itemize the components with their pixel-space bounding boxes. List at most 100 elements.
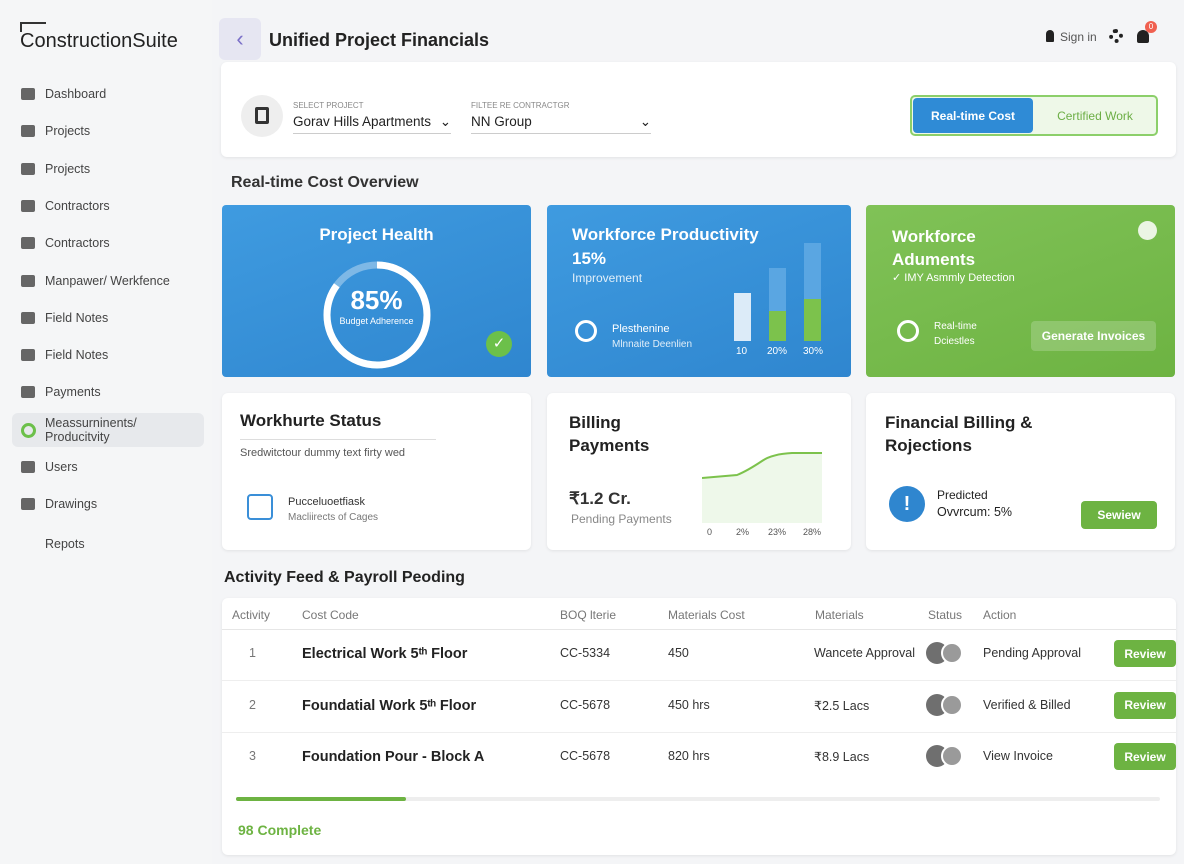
avatar [941, 693, 963, 716]
toggle-certified[interactable]: Certified Work [1057, 108, 1133, 123]
axis-label: 2% [736, 527, 750, 537]
nav-label: Projects [45, 161, 91, 176]
cell: View Invoice [983, 749, 1053, 763]
nav-item[interactable]: Field Notes [12, 338, 204, 372]
cell: Wancete Approval [814, 646, 915, 660]
bar-decor [734, 293, 751, 341]
billing-title: Billing Payments [569, 413, 650, 455]
info-icon[interactable] [1138, 221, 1157, 240]
project-select[interactable]: Gorav Hills Apartments ⌄ [293, 114, 451, 134]
nav-item[interactable]: Field Notes [12, 301, 204, 335]
review-button[interactable]: Review [1114, 743, 1176, 770]
nav-icon [21, 162, 35, 175]
nav-label: Repots [45, 536, 85, 551]
predicted-value: Ovvrcum: 5% [937, 505, 1013, 519]
billing-sparkline [702, 452, 822, 523]
back-button[interactable]: ‹ [219, 18, 261, 60]
contractor-label: FILTEE RE CONTRACTGR [471, 101, 570, 110]
nav-item[interactable]: Users [12, 450, 204, 484]
row-divider [222, 680, 1176, 681]
health-title: Project Health [319, 225, 434, 244]
sidebar: ConstructionSuite Dashboard Projects Proje… [0, 0, 212, 864]
review-button[interactable]: Review [1114, 691, 1176, 719]
cell: Electrical Work 5ᵗʰ Floor [302, 646, 468, 662]
nav-label: Contractors [45, 236, 110, 251]
settings-icon[interactable] [1109, 29, 1123, 43]
review-button[interactable]: Review [1114, 640, 1176, 667]
billing-caption: Pending Payments [571, 512, 672, 526]
health-card: Project Health 85% Budget Adherence ✓ [222, 205, 531, 377]
activity-table: 98 Complete Activity Cost Code BOQ lterie M… [222, 598, 1176, 855]
toggle-realtime[interactable]: Real-time Cost [913, 98, 1033, 133]
axis-label: 0 [707, 527, 713, 537]
health-ring [323, 261, 431, 369]
generate-invoices[interactable]: Generate Invoices [1031, 321, 1156, 351]
nav-item[interactable]: Contractors [12, 189, 204, 223]
health-caption: Budget Adherence [339, 316, 414, 326]
cell: 2 [249, 697, 256, 712]
cell: 3 [249, 749, 256, 763]
billing-card: Billing Payments ₹1.2 Cr. Pending Paymen… [547, 393, 851, 550]
brand: ConstructionSuite [20, 30, 178, 52]
adjustments-card: Workforce Aduments ✓ IMY Asmmly Detectio… [866, 205, 1175, 377]
review-button[interactable]: Sewiew [1081, 501, 1157, 529]
adjustments-title: Workforce Aduments [892, 227, 976, 269]
cell: ₹2.5 Lacs [814, 698, 870, 713]
column-header: Action [983, 608, 1017, 622]
predicted-label: Predicted [937, 488, 988, 502]
ring-arc [323, 261, 431, 369]
avatar [941, 745, 963, 767]
cell: Foundation Pour - Block A [302, 749, 485, 765]
axis-label: 20% [767, 346, 788, 357]
workforce-text: Sredwitctour dummy text firty wed [240, 447, 406, 459]
nav-label: Meassurninents/ Producitvity [45, 415, 137, 444]
contractor-select[interactable]: NN Group ⌄ [471, 114, 651, 134]
nav-item[interactable]: Projects [12, 114, 204, 148]
nav-icon [21, 349, 35, 362]
nav-label: Users [45, 460, 78, 474]
nav-item[interactable]: Manpawer/ Werkfence [12, 264, 204, 298]
nav-icon [21, 274, 35, 287]
fingerprint-icon [897, 320, 919, 342]
nav-icon [21, 125, 35, 138]
nav-item[interactable]: Drawings [12, 487, 204, 521]
bar-decor [804, 243, 821, 341]
progress-label: 98 Complete [238, 822, 322, 838]
projections-card: Financial Billing & Rojections ! Predict… [866, 393, 1175, 550]
legend-title: Plesthenine [612, 323, 670, 335]
bell-icon[interactable] [1137, 30, 1149, 43]
legend-sub: Dciestles [934, 336, 975, 347]
axis-label: 10 [736, 346, 748, 357]
nav-label: Payments [45, 385, 101, 400]
nav-item[interactable]: Contractors [12, 226, 204, 260]
header-divider [222, 629, 1176, 630]
billing-amount: ₹1.2 Cr. [569, 489, 631, 508]
nav-label: Dashboard [45, 87, 107, 101]
bar-decor [769, 268, 786, 341]
productivity-title: Workforce Productivity [572, 225, 759, 244]
alert-icon: ! [889, 486, 925, 522]
nav-item[interactable]: Meassurninents/ Producitvity [12, 412, 204, 447]
nav-item[interactable]: Projects [12, 152, 204, 186]
column-header: Cost Code [302, 608, 359, 622]
legend-sub: Mlnnaite Deenlien [612, 339, 693, 350]
cell: 450 [668, 646, 689, 660]
nav-item[interactable]: Repots [12, 527, 204, 561]
logo-icon [20, 22, 46, 32]
cell: Foundatial Work 5ᵗʰ Floor [302, 697, 477, 714]
nav-label: Field Notes [45, 348, 109, 363]
nav-item[interactable]: Payments [12, 375, 204, 409]
nav-icon [21, 386, 35, 399]
page-title: Unified Project Financials [269, 30, 490, 50]
sign-in[interactable]: Sign in [1060, 30, 1097, 44]
nav-icon [21, 237, 35, 250]
fingerprint-icon [575, 320, 597, 342]
column-header: Materials [815, 608, 864, 622]
task-title: Pucceluoetfiask [288, 496, 366, 508]
column-header: Materials Cost [668, 608, 745, 622]
productivity-card: Workforce Productivity 15% Improvement P… [547, 205, 851, 377]
nav-item[interactable]: Dashboard [12, 77, 204, 111]
cell: 1 [249, 646, 256, 660]
